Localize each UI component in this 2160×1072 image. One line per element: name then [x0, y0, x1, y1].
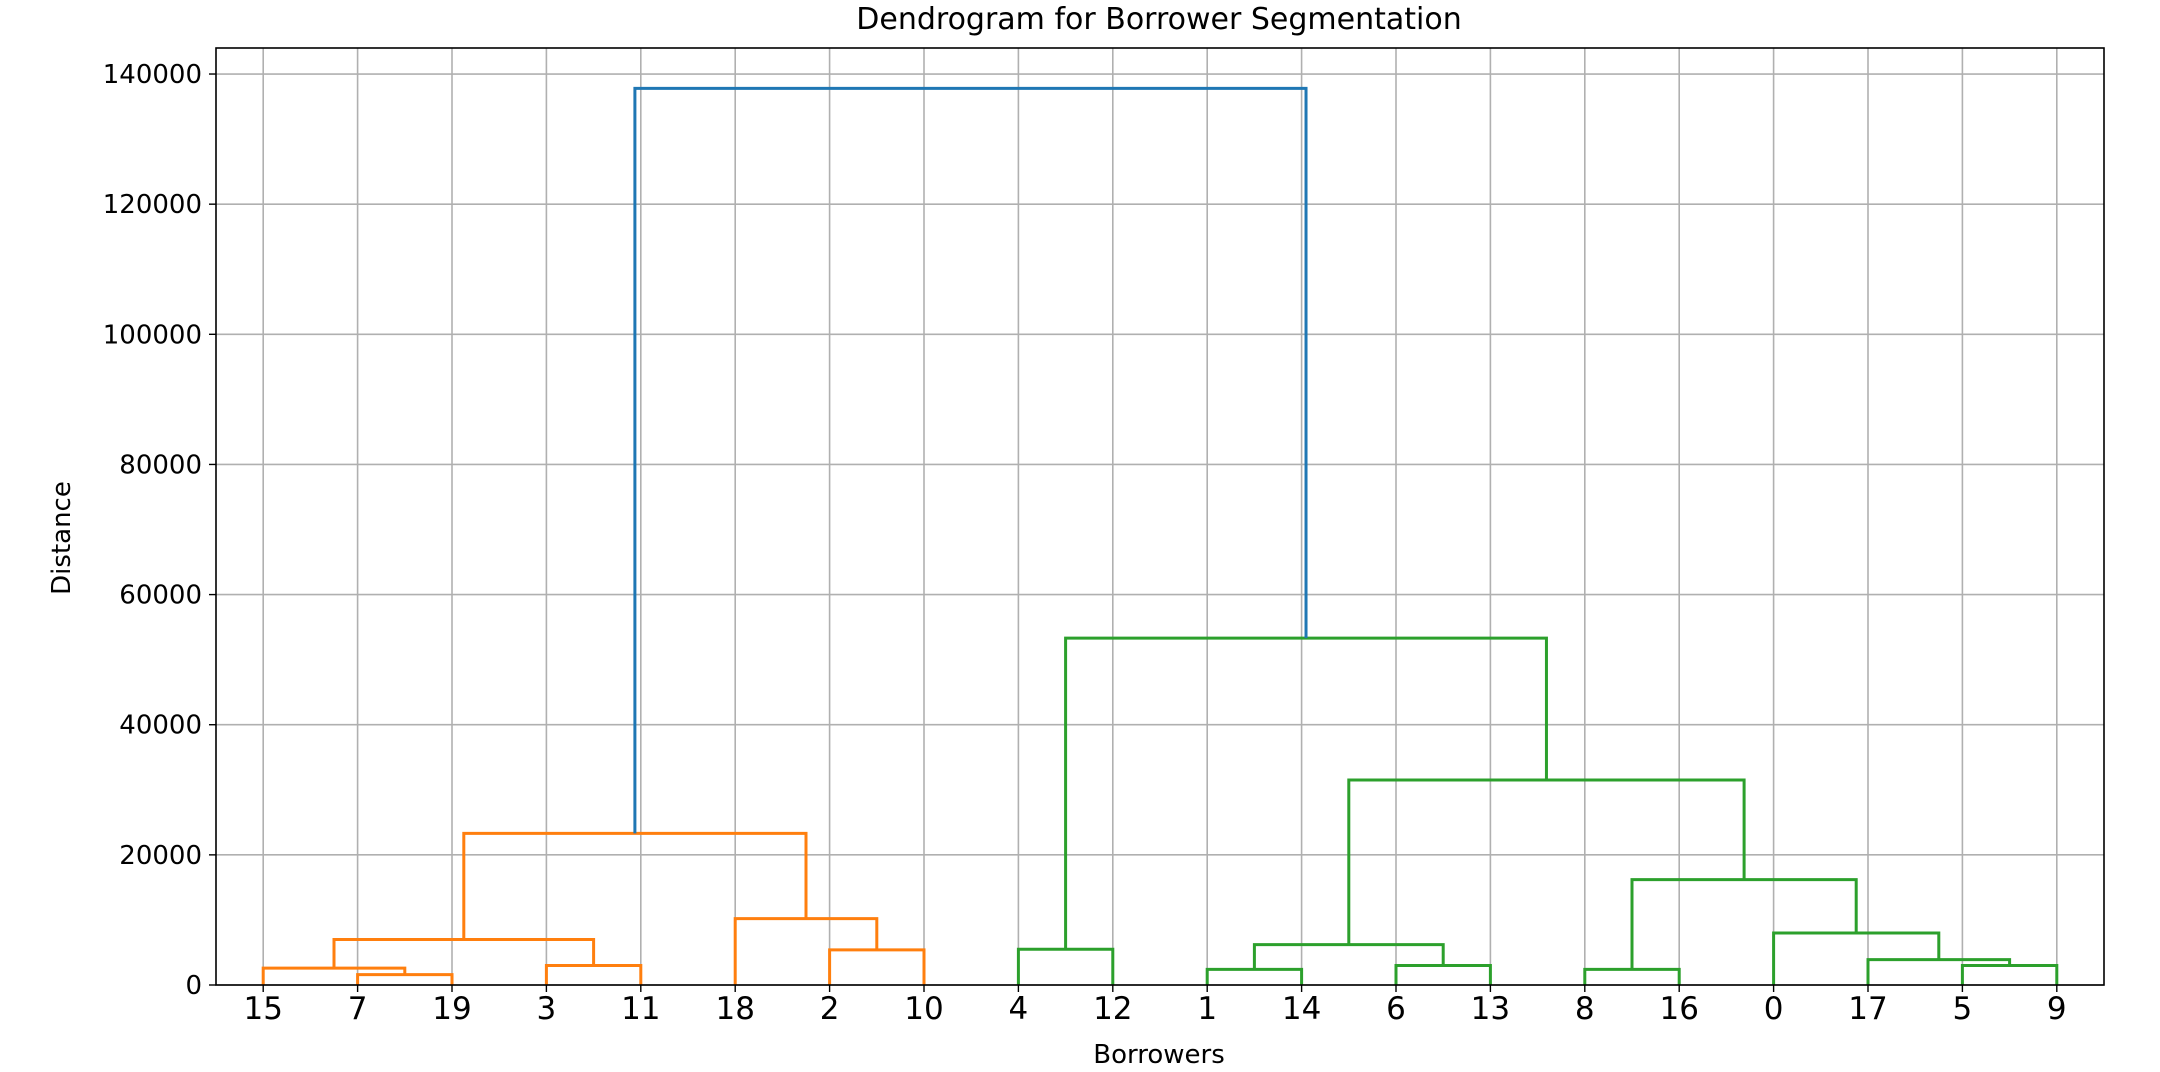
dendrogram-link-4-12: [1016, 947, 1115, 985]
dendrogram-link-orange-cluster-green-cluster: [633, 86, 1308, 834]
y-tick-label-80000: 80000: [119, 450, 202, 480]
dendrogram-link-8+16-0+17+5+9: [1630, 878, 1858, 970]
x-axis-label: Borrowers: [1093, 1040, 1225, 1070]
dendrogram-links: [261, 86, 2059, 985]
dendrogram-link-1+14-6+13: [1252, 943, 1445, 970]
dendrogram-link-15+7+19-3+11: [332, 937, 596, 969]
x-tick-label-0: 0: [1764, 991, 1784, 1027]
x-tick-label-10: 10: [904, 991, 943, 1027]
dendrogram-link-4+12-1+14+6+13+8+16+0+17+5+9: [1064, 636, 1548, 950]
grid: [216, 48, 2104, 986]
y-axis-ticks: 0 20000 40000 60000 80000 100000 120000 140000: [103, 60, 216, 1001]
x-tick-label-18: 18: [715, 991, 754, 1027]
x-tick-label-13: 13: [1471, 991, 1510, 1027]
x-tick-label-12: 12: [1093, 991, 1132, 1027]
x-tick-label-1: 1: [1197, 991, 1217, 1027]
x-tick-label-7: 7: [348, 991, 368, 1027]
dendrogram-link-7-19: [356, 973, 454, 985]
dendrogram-link-15+7+19+3+11-18+2+10: [462, 831, 808, 940]
dendrogram-link-6-13: [1394, 963, 1492, 985]
x-tick-label-8: 8: [1575, 991, 1595, 1027]
plot-frame: [215, 47, 2105, 986]
x-tick-label-19: 19: [432, 991, 471, 1027]
dendrogram-link-17-5+9: [1866, 958, 2012, 985]
dendrogram-link-18-2+10: [733, 917, 879, 985]
x-tick-label-9: 9: [2047, 991, 2067, 1027]
y-axis-label: Distance: [47, 481, 77, 595]
x-tick-label-11: 11: [621, 991, 660, 1027]
dendrogram-link-1+14+6+13-8+16+0+17+5+9: [1347, 778, 1746, 945]
y-tick-label-0: 0: [185, 971, 202, 1001]
dendrogram-link-15-7+19: [261, 966, 407, 985]
y-tick-label-60000: 60000: [119, 581, 202, 611]
x-tick-label-14: 14: [1282, 991, 1321, 1027]
dendrogram-link-8-16: [1583, 967, 1681, 985]
y-tick-label-20000: 20000: [119, 841, 202, 871]
x-tick-label-5: 5: [1953, 991, 1973, 1027]
dendrogram-link-3-11: [544, 963, 643, 985]
x-tick-label-3: 3: [537, 991, 557, 1027]
chart-title: Dendrogram for Borrower Segmentation: [856, 2, 1461, 37]
x-tick-label-6: 6: [1386, 991, 1406, 1027]
x-tick-label-17: 17: [1848, 991, 1887, 1027]
y-tick-label-120000: 120000: [103, 190, 202, 220]
dendrogram-link-5-9: [1960, 963, 2059, 985]
x-axis-ticks: 15 7 19 3 11 18 2 10 4 12 1 14 6 13 8 16 0 17 5 9: [243, 985, 2067, 1027]
dendrogram-link-1-14: [1205, 967, 1304, 985]
x-tick-label-15: 15: [243, 991, 282, 1027]
y-tick-label-100000: 100000: [103, 320, 202, 350]
y-tick-label-140000: 140000: [103, 60, 202, 90]
x-tick-label-2: 2: [820, 991, 840, 1027]
y-tick-label-40000: 40000: [119, 711, 202, 741]
dendrogram-link-2-10: [828, 948, 926, 985]
x-tick-label-16: 16: [1659, 991, 1698, 1027]
x-tick-label-4: 4: [1009, 991, 1029, 1027]
